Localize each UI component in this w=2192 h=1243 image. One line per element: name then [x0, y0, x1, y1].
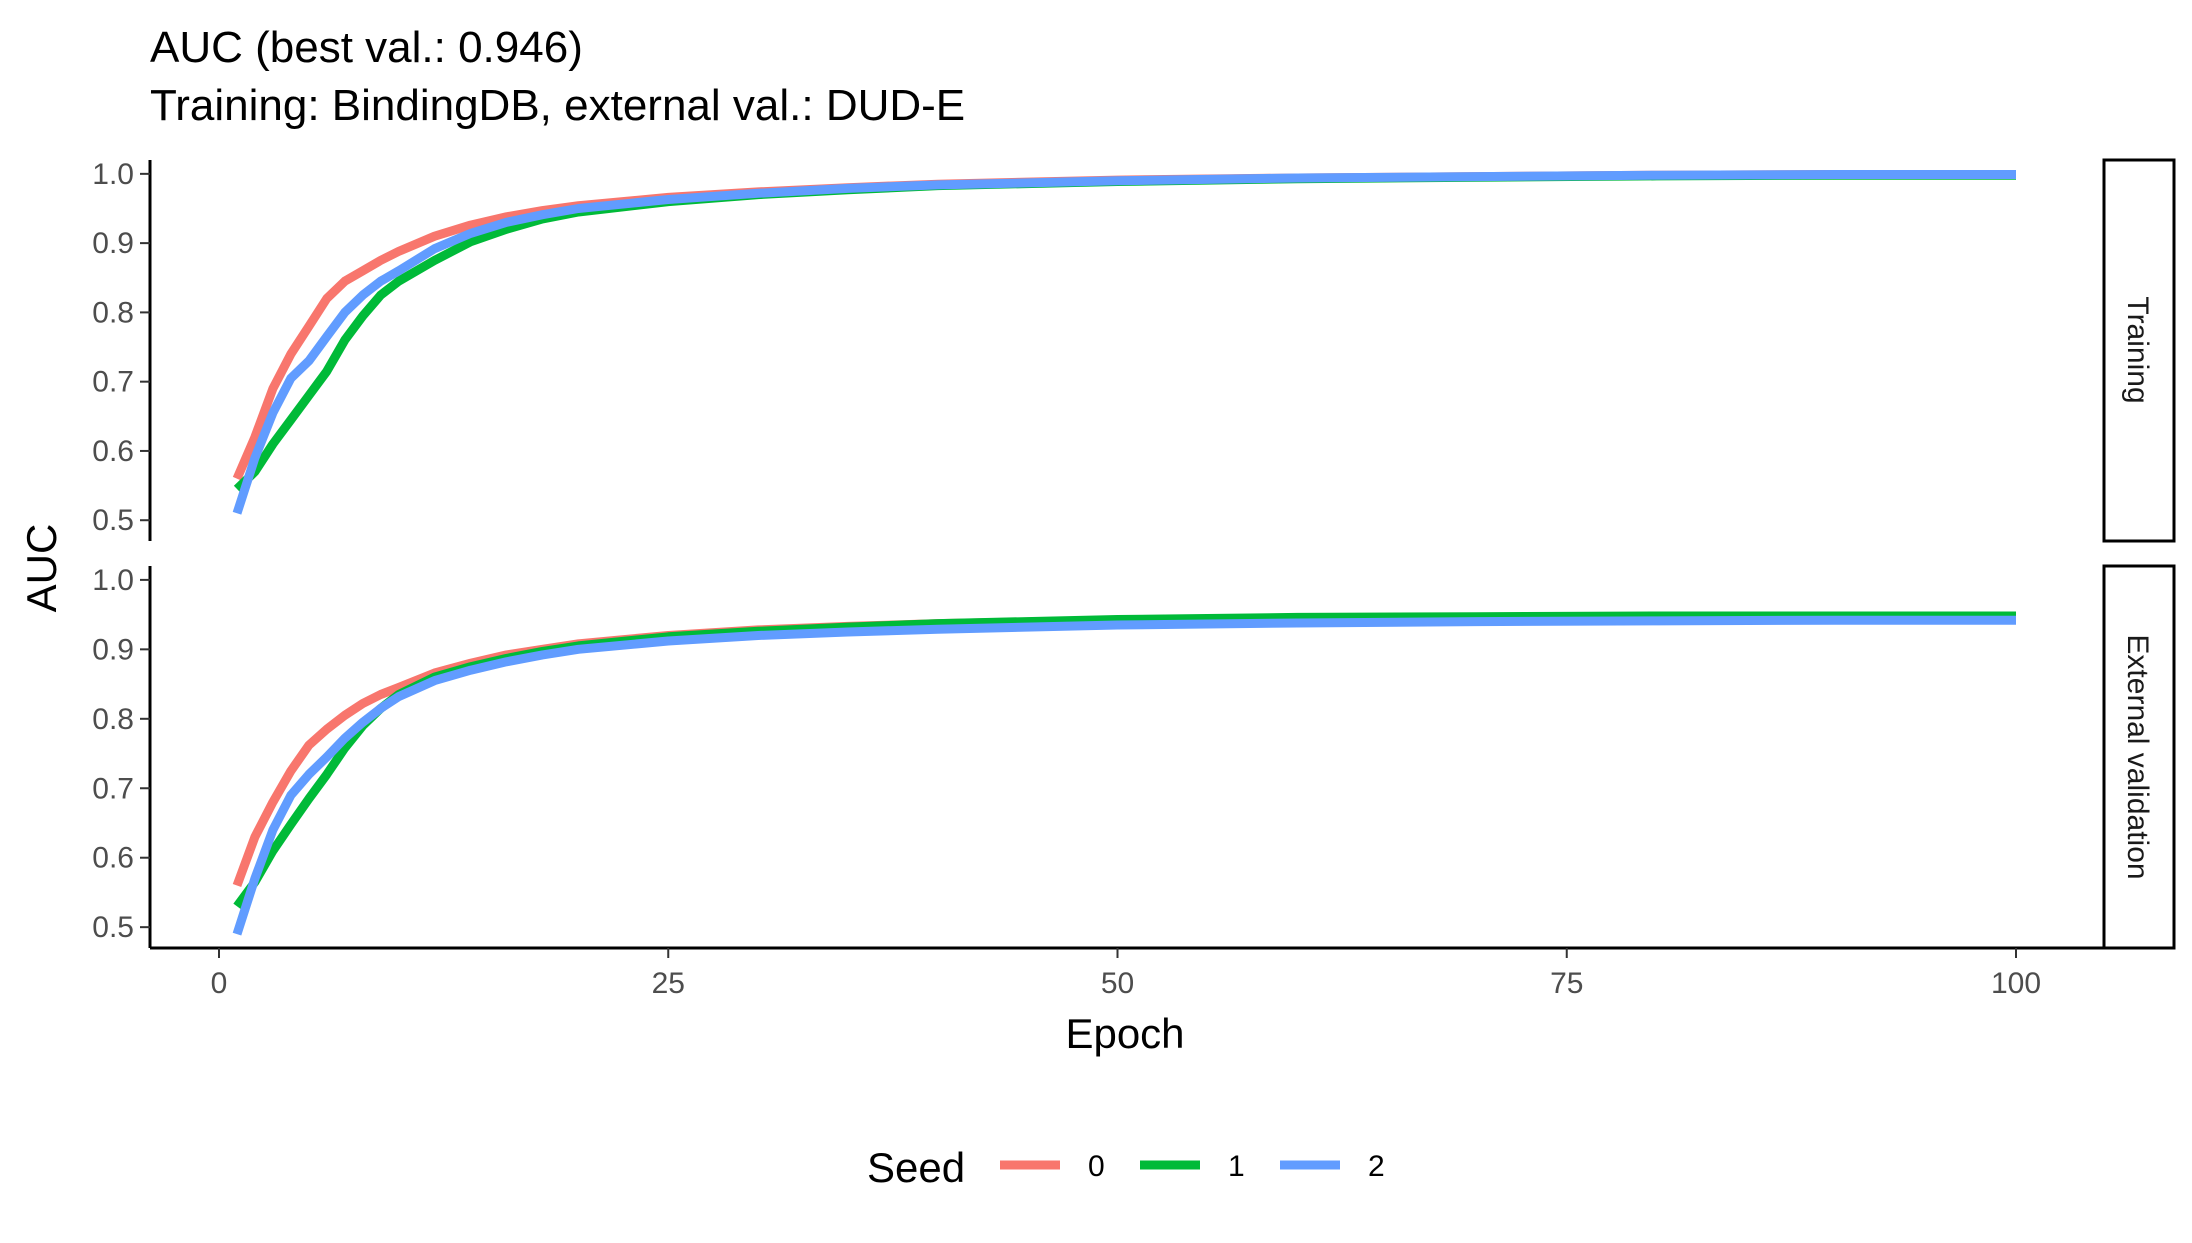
panel-external-validation-strip-label: External validation — [2121, 634, 2154, 879]
legend: Seed 0 1 2 — [867, 1144, 1385, 1191]
legend-label-seed-2: 2 — [1368, 1150, 1385, 1183]
x-tick-label: 75 — [1550, 967, 1583, 1000]
panel-external-validation-y-tick-label: 0.7 — [92, 772, 134, 805]
panel-training-series — [232, 170, 2016, 515]
legend-title: Seed — [867, 1144, 965, 1191]
panel-training-y-tick-label: 0.7 — [92, 366, 134, 399]
panel-external-validation-y-tick-label: 0.5 — [92, 911, 134, 944]
panel-external-validation-y-tick-label: 0.6 — [92, 842, 134, 875]
x-axis-ticks: 0 25 50 75 100 — [211, 948, 2041, 1000]
panel-training-y-ticks: 0.5 0.6 0.7 0.8 0.9 1.0 — [92, 158, 150, 537]
panel-external-validation-strip — [2102, 564, 2176, 950]
chart-title: AUC (best val.: 0.946) — [150, 23, 583, 72]
legend-items: 0 1 2 — [1000, 1150, 1385, 1183]
x-tick-label: 50 — [1101, 967, 1134, 1000]
x-tick-label: 25 — [652, 967, 685, 1000]
panel-training-y-tick-label: 0.9 — [92, 227, 134, 260]
panel-external-validation-y-tick-label: 0.8 — [92, 703, 134, 736]
panel-training-strip-label: Training — [2121, 296, 2154, 403]
panel-external-validation-y-tick-label: 1.0 — [92, 564, 134, 597]
panel-external-validation-y-ticks: 0.5 0.6 0.7 0.8 0.9 1.0 — [92, 564, 150, 944]
panel-training-y-tick-label: 0.6 — [92, 435, 134, 468]
panel-training-y-tick-label: 0.5 — [92, 504, 134, 537]
panel-training-strip — [2102, 158, 2176, 543]
panel-external-validation-series — [232, 611, 2017, 936]
panel-training: 0.5 0.6 0.7 0.8 0.9 1.0 Training — [92, 158, 2176, 543]
panel-external-validation-y-tick-label: 0.9 — [92, 633, 134, 666]
chart-subtitle: Training: BindingDB, external val.: DUD-… — [150, 81, 965, 130]
legend-label-seed-1: 1 — [1228, 1150, 1245, 1183]
panel-external-validation-series-seed-2-line — [232, 615, 2016, 936]
panel-training-series-seed-2-line — [232, 170, 2016, 515]
panel-training-y-tick-label: 0.8 — [92, 296, 134, 329]
panel-training-y-tick-label: 1.0 — [92, 158, 134, 191]
legend-label-seed-0: 0 — [1088, 1150, 1105, 1183]
x-tick-label: 0 — [211, 967, 228, 1000]
y-axis-title: AUC — [18, 524, 65, 613]
panel-external-validation: 0.5 0.6 0.7 0.8 0.9 1.0 External validation — [92, 564, 2176, 950]
x-axis-title: Epoch — [1065, 1010, 1184, 1057]
x-tick-label: 100 — [1991, 967, 2041, 1000]
